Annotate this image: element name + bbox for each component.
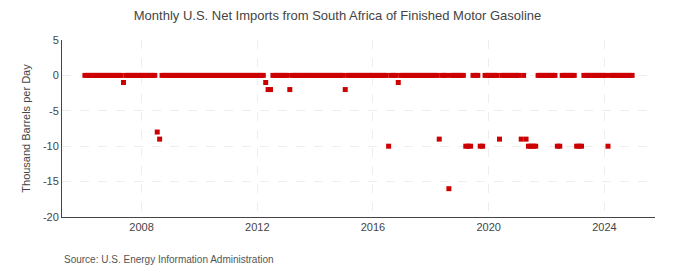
svg-text:2012: 2012 bbox=[245, 221, 269, 233]
svg-text:2020: 2020 bbox=[476, 221, 500, 233]
svg-text:2008: 2008 bbox=[129, 221, 153, 233]
svg-text:-20: -20 bbox=[43, 211, 59, 223]
svg-text:Thousand Barrels per Day: Thousand Barrels per Day bbox=[20, 64, 32, 193]
svg-text:5: 5 bbox=[53, 34, 59, 46]
svg-text:2016: 2016 bbox=[361, 221, 385, 233]
svg-text:-10: -10 bbox=[43, 140, 59, 152]
svg-text:0: 0 bbox=[53, 69, 59, 81]
svg-text:2024: 2024 bbox=[592, 221, 616, 233]
svg-text:Monthly U.S. Net Imports from: Monthly U.S. Net Imports from South Afri… bbox=[134, 8, 542, 23]
svg-text:-5: -5 bbox=[49, 105, 59, 117]
svg-text:Source: U.S. Energy Informatio: Source: U.S. Energy Information Administ… bbox=[64, 254, 274, 265]
svg-text:-15: -15 bbox=[43, 175, 59, 187]
